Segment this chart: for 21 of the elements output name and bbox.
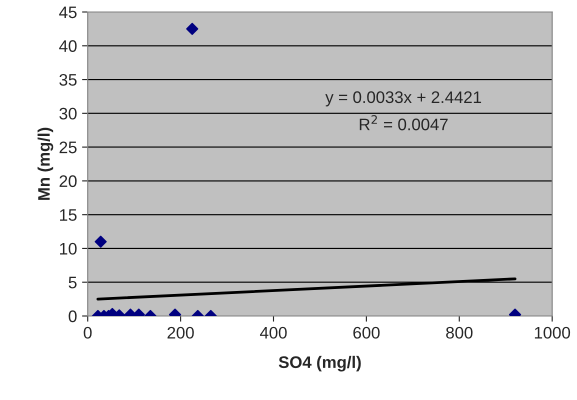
y-tick-label: 15 [60, 209, 77, 221]
y-axis-title: Mn (mg/l) [38, 128, 54, 200]
annotation: R$^{2}$ = 0.0047 [360, 115, 448, 130]
x-tick-label: 800 [446, 326, 473, 339]
x-tick-label: 1000 [534, 326, 570, 339]
x-tick-label: 600 [353, 326, 380, 339]
y-tick-label: 30 [59, 108, 77, 120]
y-tick-label: 20 [60, 175, 77, 188]
y-tick-label: 10 [60, 242, 77, 255]
x-axis-title: SO4 (mg/l) [278, 356, 361, 372]
x-tick-label: 400 [260, 326, 287, 339]
y-tick-label: 25 [60, 142, 77, 154]
y-tick-label: 35 [59, 74, 77, 86]
y-tick-label: 0 [68, 310, 77, 322]
y-tick-label: 40 [59, 40, 77, 52]
y-tick-label: 5 [68, 276, 77, 288]
y-tick-label: 45 [59, 6, 77, 18]
point [186, 22, 198, 35]
annotation: y = 0.0033x + 2.4421 [325, 91, 482, 106]
x-tick-label: 0 [84, 326, 92, 339]
x-tick-label: 200 [168, 326, 194, 339]
